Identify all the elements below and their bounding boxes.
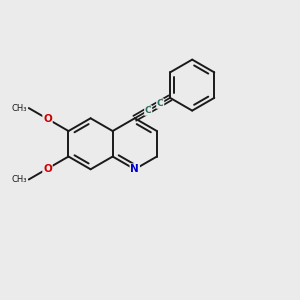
- Text: CH₃: CH₃: [12, 103, 28, 112]
- Text: C: C: [145, 106, 152, 115]
- Text: O: O: [43, 164, 52, 174]
- Text: N: N: [130, 164, 139, 174]
- Text: CH₃: CH₃: [12, 175, 28, 184]
- Text: O: O: [43, 114, 52, 124]
- Text: C: C: [157, 99, 164, 108]
